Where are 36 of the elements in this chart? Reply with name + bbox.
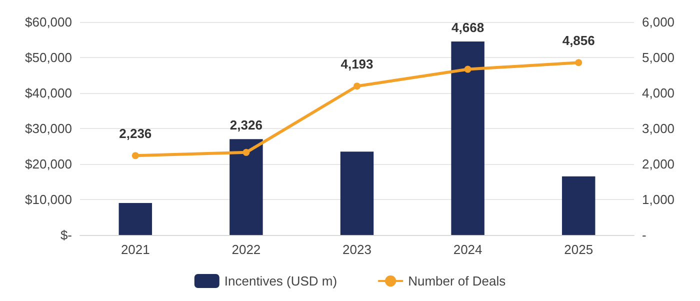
data-label: 4,668 <box>452 20 484 36</box>
data-label: 2,236 <box>119 126 152 142</box>
data-label: 4,193 <box>340 56 374 72</box>
point <box>354 82 360 90</box>
data-label: 2,326 <box>230 118 262 133</box>
y2-tick-label: - <box>642 228 646 242</box>
y-tick-label: $20,000 <box>25 156 72 172</box>
y-tick-label: $60,000 <box>25 14 72 30</box>
y2-tick-label: 2,000 <box>642 156 675 172</box>
x-tick-label: 2022 <box>232 242 261 257</box>
y-tick-label: $10,000 <box>25 192 72 207</box>
legend-label: Incentives (USD m) <box>224 274 338 288</box>
bar <box>562 176 596 235</box>
x-tick-label: 2023 <box>342 242 372 257</box>
y-tick-label: $50,000 <box>25 50 72 65</box>
y-tick-label: $- <box>60 228 72 242</box>
y2-tick-label: 6,000 <box>642 14 675 30</box>
x-tick-label: 2021 <box>120 242 150 257</box>
bar <box>230 139 263 235</box>
x-tick-label: 2024 <box>453 242 482 257</box>
y-tick-label: $30,000 <box>25 121 72 136</box>
point <box>464 66 472 73</box>
y2-tick-label: 4,000 <box>642 86 675 100</box>
bar <box>340 152 374 235</box>
data-label: 4,856 <box>562 33 595 48</box>
y2-tick-label: 5,000 <box>642 50 675 65</box>
y2-tick-label: 3,000 <box>642 121 675 136</box>
legend-label: Number of Deals <box>408 274 506 288</box>
y2-tick-label: 1,000 <box>642 192 675 207</box>
point <box>242 148 250 156</box>
point <box>575 59 582 66</box>
y-tick-label: $40,000 <box>25 86 72 100</box>
point <box>132 152 139 160</box>
bar <box>118 203 152 235</box>
x-tick-label: 2025 <box>564 242 594 257</box>
bar <box>451 42 484 235</box>
